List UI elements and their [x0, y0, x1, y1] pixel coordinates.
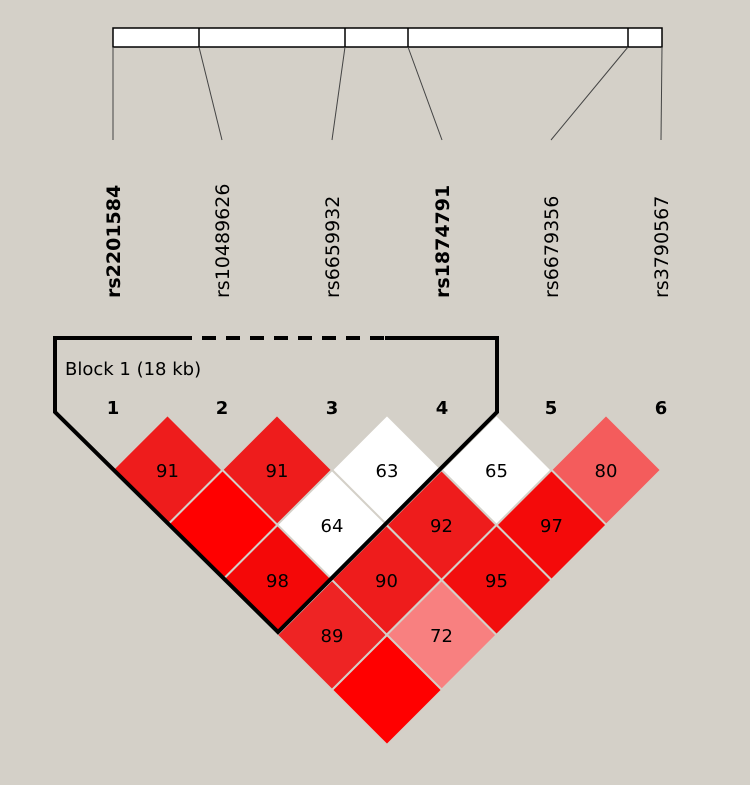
cell-label: 89 [321, 626, 344, 647]
cell-label: 92 [430, 516, 453, 537]
cell-label: 91 [156, 461, 179, 482]
snp-number: 1 [107, 398, 120, 419]
connector [331, 46, 346, 141]
cell-label: 80 [595, 461, 618, 482]
cell-label: 97 [540, 516, 563, 537]
snp-name: rs6679356 [541, 196, 563, 298]
cell-label: 90 [375, 571, 398, 592]
block-border [53, 336, 499, 635]
bar [112, 27, 663, 48]
cell-label: 72 [430, 626, 453, 647]
snp-name: rs6659932 [322, 196, 344, 298]
cell-label: 95 [485, 571, 508, 592]
snp-name: rs3790567 [651, 196, 673, 298]
connector [550, 46, 629, 141]
cell-label: 63 [376, 461, 399, 482]
snp-number: 2 [216, 398, 229, 419]
connector [407, 46, 443, 141]
connectors [112, 46, 663, 141]
cells: 91 91 63 65 80 64 92 97 98 90 95 89 72 [111, 413, 663, 747]
ld-cell [330, 633, 444, 747]
cell-label: 91 [266, 461, 289, 482]
snp-name: rs10489626 [212, 184, 234, 298]
marker-bar [112, 27, 663, 48]
cell-label: 98 [266, 571, 289, 592]
cell-label: 65 [485, 461, 508, 482]
snp-number: 4 [436, 398, 449, 419]
snp-number: 5 [545, 398, 558, 419]
snp-number: 3 [326, 398, 339, 419]
snp-number: 6 [655, 398, 668, 419]
connector [660, 46, 663, 141]
cell-label: 64 [321, 516, 344, 537]
snp-name: rs1874791 [432, 185, 454, 298]
labels: rs2201584 1 rs10489626 2 rs6659932 3 rs1874791… [103, 184, 673, 419]
block-outline [53, 336, 499, 635]
block-label: Block 1 (18 kb) [65, 359, 201, 380]
connector [198, 46, 223, 141]
snp-name: rs2201584 [103, 185, 125, 298]
